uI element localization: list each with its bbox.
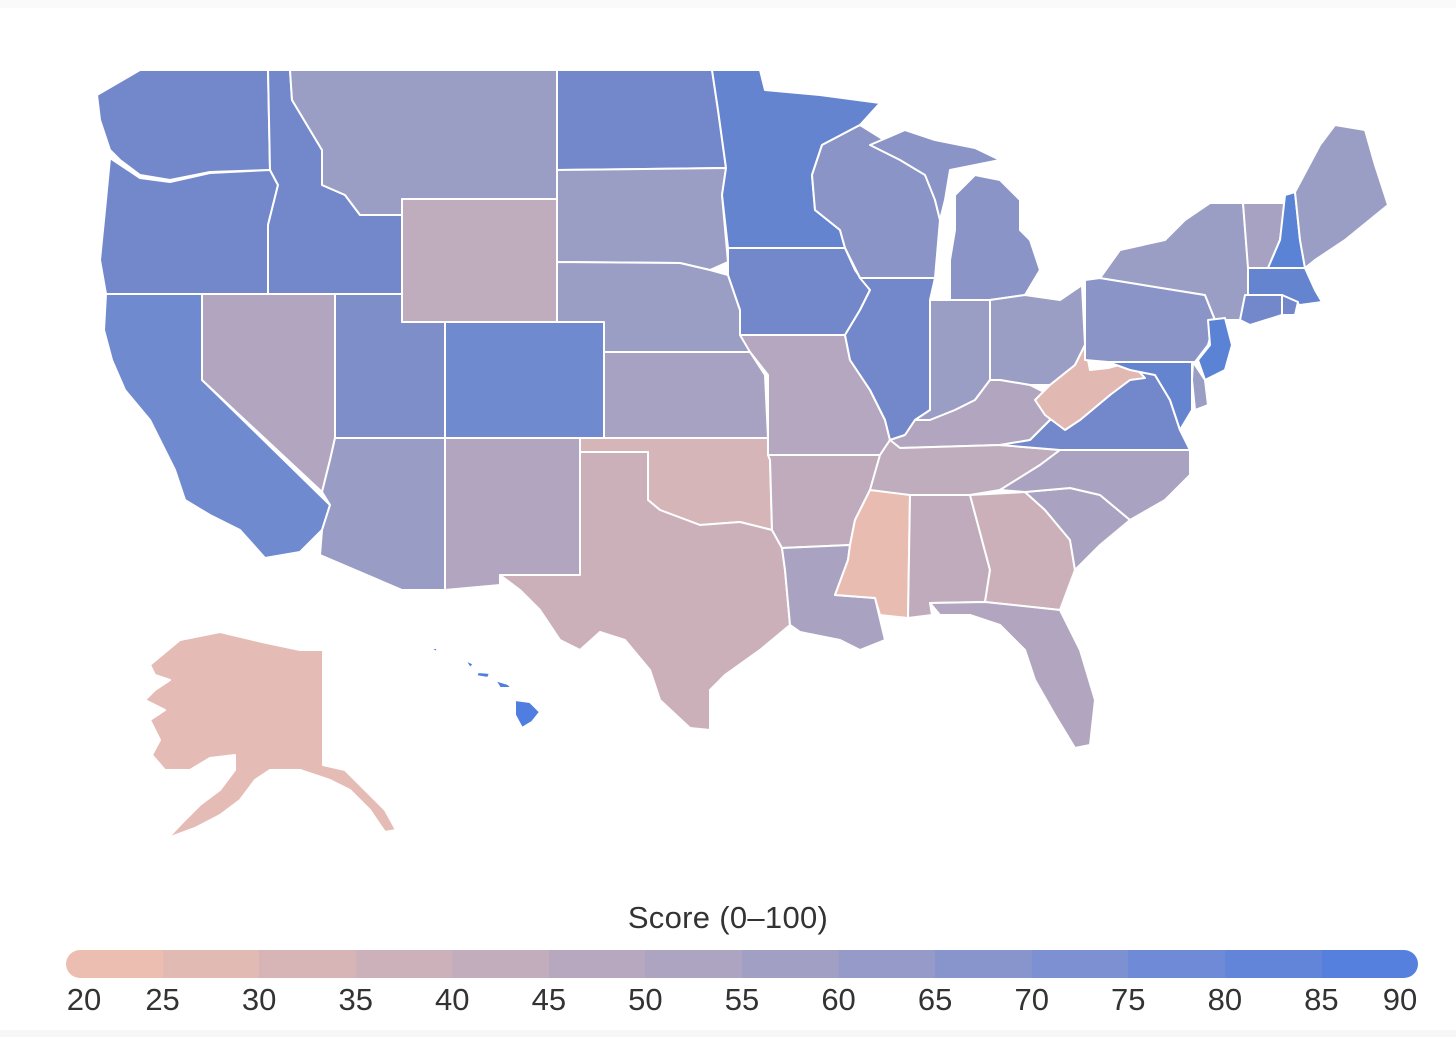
- legend-tick-label: 25: [145, 982, 180, 1017]
- state-ct: [1239, 294, 1283, 326]
- legend-tick-label: 30: [241, 982, 277, 1017]
- us-choropleth-map: [96, 69, 1389, 839]
- legend-tick-label: 90: [1382, 982, 1418, 1017]
- legend-tick-label: 55: [724, 982, 760, 1017]
- legend-tick-label: 85: [1304, 982, 1339, 1017]
- state-sd: [556, 167, 729, 271]
- state-mi: [869, 129, 1041, 301]
- legend-tick-label: 35: [338, 982, 373, 1017]
- legend-tick-label: 40: [435, 982, 470, 1017]
- legend-tick-label: 45: [531, 982, 567, 1017]
- legend-tick-label: 60: [821, 982, 856, 1017]
- top-edge: [0, 0, 1456, 8]
- legend-segment: [1321, 950, 1418, 978]
- state-ak: [144, 631, 397, 839]
- legend-segment: [548, 950, 646, 978]
- legend-tick-label: 80: [1207, 982, 1243, 1017]
- states-layer: [96, 69, 1389, 839]
- legend-segment: [645, 950, 743, 978]
- legend-segment: [259, 950, 356, 978]
- legend-segment: [838, 950, 936, 978]
- state-md: [1107, 361, 1193, 431]
- legend-tick-label: 50: [628, 982, 663, 1017]
- state-nc: [999, 449, 1191, 521]
- state-ks: [603, 351, 769, 439]
- state-ri: [1281, 294, 1299, 316]
- state-wa: [96, 69, 271, 181]
- legend-tick-label: 20: [66, 982, 102, 1017]
- state-hi: [429, 647, 541, 729]
- legend-segment: [355, 950, 453, 978]
- state-nj: [1197, 317, 1233, 381]
- legend-tick-labels: 20 25 30 35 40 45 50 55 60 65 70 75 80 85 90: [0, 982, 1456, 1022]
- state-or: [99, 157, 279, 295]
- legend-tick-label: 75: [1111, 982, 1146, 1017]
- legend-segment: [1031, 950, 1129, 978]
- state-ca: [103, 293, 331, 559]
- state-me: [1294, 124, 1389, 269]
- legend-segment: [66, 950, 163, 978]
- state-ia: [727, 247, 871, 336]
- legend-segment: [935, 950, 1032, 978]
- legend-tick-label: 70: [1014, 982, 1049, 1017]
- bottom-edge: [0, 1030, 1456, 1037]
- legend-segment: [162, 950, 260, 978]
- legend-segment: [452, 950, 549, 978]
- state-fl: [929, 601, 1096, 749]
- legend-segment: [742, 950, 839, 978]
- state-nd: [556, 69, 727, 171]
- state-az: [319, 437, 446, 591]
- state-wy: [401, 198, 558, 323]
- state-nm: [444, 437, 581, 591]
- state-co: [444, 321, 605, 439]
- state-tx: [499, 451, 791, 731]
- legend-color-scale: [66, 950, 1418, 978]
- legend-segment: [1224, 950, 1322, 978]
- legend-segment: [1128, 950, 1225, 978]
- legend-tick-label: 65: [917, 982, 953, 1017]
- legend-title: Score (0–100): [627, 900, 829, 935]
